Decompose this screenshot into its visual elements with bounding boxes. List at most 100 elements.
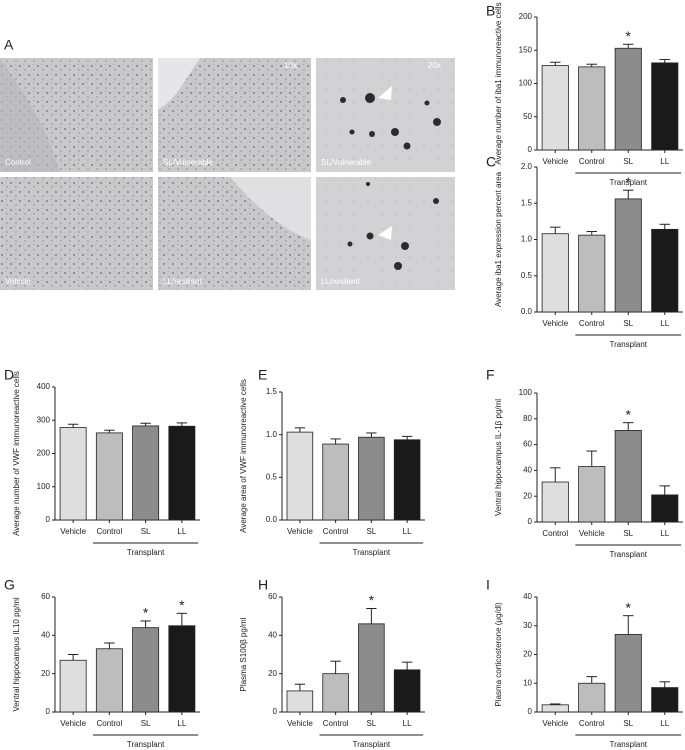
bar [578, 234, 606, 313]
x-tick-label: LL [177, 719, 186, 728]
bar [541, 233, 569, 313]
y-tick-label: 1.0 [521, 235, 533, 244]
panel-letter: A [4, 37, 14, 53]
bar [614, 633, 642, 713]
bar [614, 430, 642, 523]
x-tick-label: SL [366, 719, 376, 728]
y-tick-label: 200 [519, 12, 533, 21]
panel-letter: B [486, 3, 495, 19]
y-tick-label: 60 [268, 592, 277, 601]
bar [541, 704, 569, 713]
y-tick-label: 30 [523, 621, 532, 630]
y-tick-label: 100 [519, 388, 533, 397]
panel-letter: H [258, 577, 268, 593]
x-tick-label: Control [542, 529, 568, 538]
bar [541, 65, 569, 151]
x-tick-label: SL [623, 719, 633, 728]
bar-chart: G Ventral hippocampus IL10 pg/ml 0 20 40 60 Ve… [4, 577, 200, 749]
y-tick-label: 0.0 [521, 307, 533, 316]
micrograph [0, 177, 153, 290]
group-label: Transplant [353, 740, 391, 749]
bar [322, 673, 349, 713]
bar [286, 690, 314, 713]
group-label: Transplant [610, 550, 648, 559]
significance-marker: * [626, 599, 632, 615]
y-tick-label: 400 [37, 382, 51, 391]
image-label: SL/Vulnerable [163, 158, 214, 167]
y-tick-label: 10 [523, 678, 532, 687]
bar [578, 682, 606, 713]
x-tick-label: LL [177, 527, 186, 536]
panel-letter: C [486, 154, 496, 170]
bar-chart: E Average area of VWF immunoreactive cell… [239, 367, 425, 557]
significance-marker: * [369, 592, 375, 608]
microglia [340, 93, 441, 270]
y-axis-label: Average area of VWF immunoreactive cells [239, 379, 248, 533]
y-tick-label: 60 [41, 592, 50, 601]
y-tick-label: 40 [523, 592, 532, 601]
y-axis-label: Plasma S100β pg/ml [239, 617, 248, 691]
x-tick-label: LL [660, 157, 669, 166]
panel-letter: E [258, 367, 267, 383]
x-tick-label: Vehicle [542, 157, 568, 166]
x-tick-label: LL [660, 529, 669, 538]
bar [59, 659, 87, 713]
arrowhead [378, 226, 392, 240]
x-tick-label: Vehicle [60, 527, 86, 536]
bar [286, 431, 314, 521]
bar [168, 425, 196, 521]
y-axis-label: Average number of VWF immunoreactive cel… [12, 371, 21, 536]
y-tick-label: 200 [37, 449, 51, 458]
y-tick-label: 0 [46, 515, 51, 524]
y-tick-label: 40 [41, 630, 50, 639]
y-tick-label: 40 [268, 630, 277, 639]
x-tick-label: SL [366, 527, 376, 536]
x-tick-label: Control [96, 719, 122, 728]
y-axis-label: Average iba1 expression percent area [494, 171, 503, 307]
y-tick-label: 80 [523, 414, 532, 423]
y-tick-label: 40 [523, 466, 532, 475]
x-tick-label: Control [323, 527, 349, 536]
x-tick-label: SL [623, 157, 633, 166]
x-tick-label: LL [660, 319, 669, 328]
bar [651, 494, 679, 523]
panel-a: A Control SL/Vulnerable 10x SL/Vulnerabl… [0, 37, 455, 290]
panel-letter: G [4, 577, 15, 593]
bar [132, 627, 160, 713]
group-label: Transplant [353, 548, 391, 557]
y-tick-label: 150 [519, 45, 533, 54]
bar [393, 669, 421, 713]
y-axis-label: Ventral hippocampus IL-1β pg/ml [494, 399, 503, 516]
y-tick-label: 0 [528, 145, 533, 154]
group-label: Transplant [610, 340, 648, 349]
y-tick-label: 0.5 [266, 472, 278, 481]
y-tick-label: 20 [523, 491, 532, 500]
x-tick-label: Control [96, 527, 122, 536]
x-tick-label: Vehicle [60, 719, 86, 728]
y-tick-label: 20 [41, 669, 50, 678]
panel-letter: I [486, 577, 490, 593]
bar [358, 436, 385, 521]
y-tick-label: 1.5 [266, 387, 278, 396]
significance-marker: * [143, 605, 149, 621]
magnification: 10x [284, 61, 297, 70]
x-tick-label: LL [403, 527, 412, 536]
bar [651, 62, 679, 151]
y-tick-label: 20 [523, 650, 532, 659]
image-label: Vehicle [5, 277, 31, 286]
tissue-gap [158, 58, 200, 110]
y-axis-label: Average number of iba1 immunoreactive ce… [494, 2, 503, 164]
x-tick-label: SL [141, 527, 151, 536]
x-tick-label: Control [579, 319, 605, 328]
bar [95, 432, 123, 521]
bar [59, 427, 87, 521]
y-axis-label: Plasma corticosterone (μg/dl) [494, 602, 503, 707]
y-tick-label: 20 [268, 669, 277, 678]
significance-marker: * [626, 406, 632, 422]
bar [393, 439, 421, 521]
arrowhead [378, 86, 392, 100]
x-tick-label: LL [660, 719, 669, 728]
bar [358, 623, 385, 713]
